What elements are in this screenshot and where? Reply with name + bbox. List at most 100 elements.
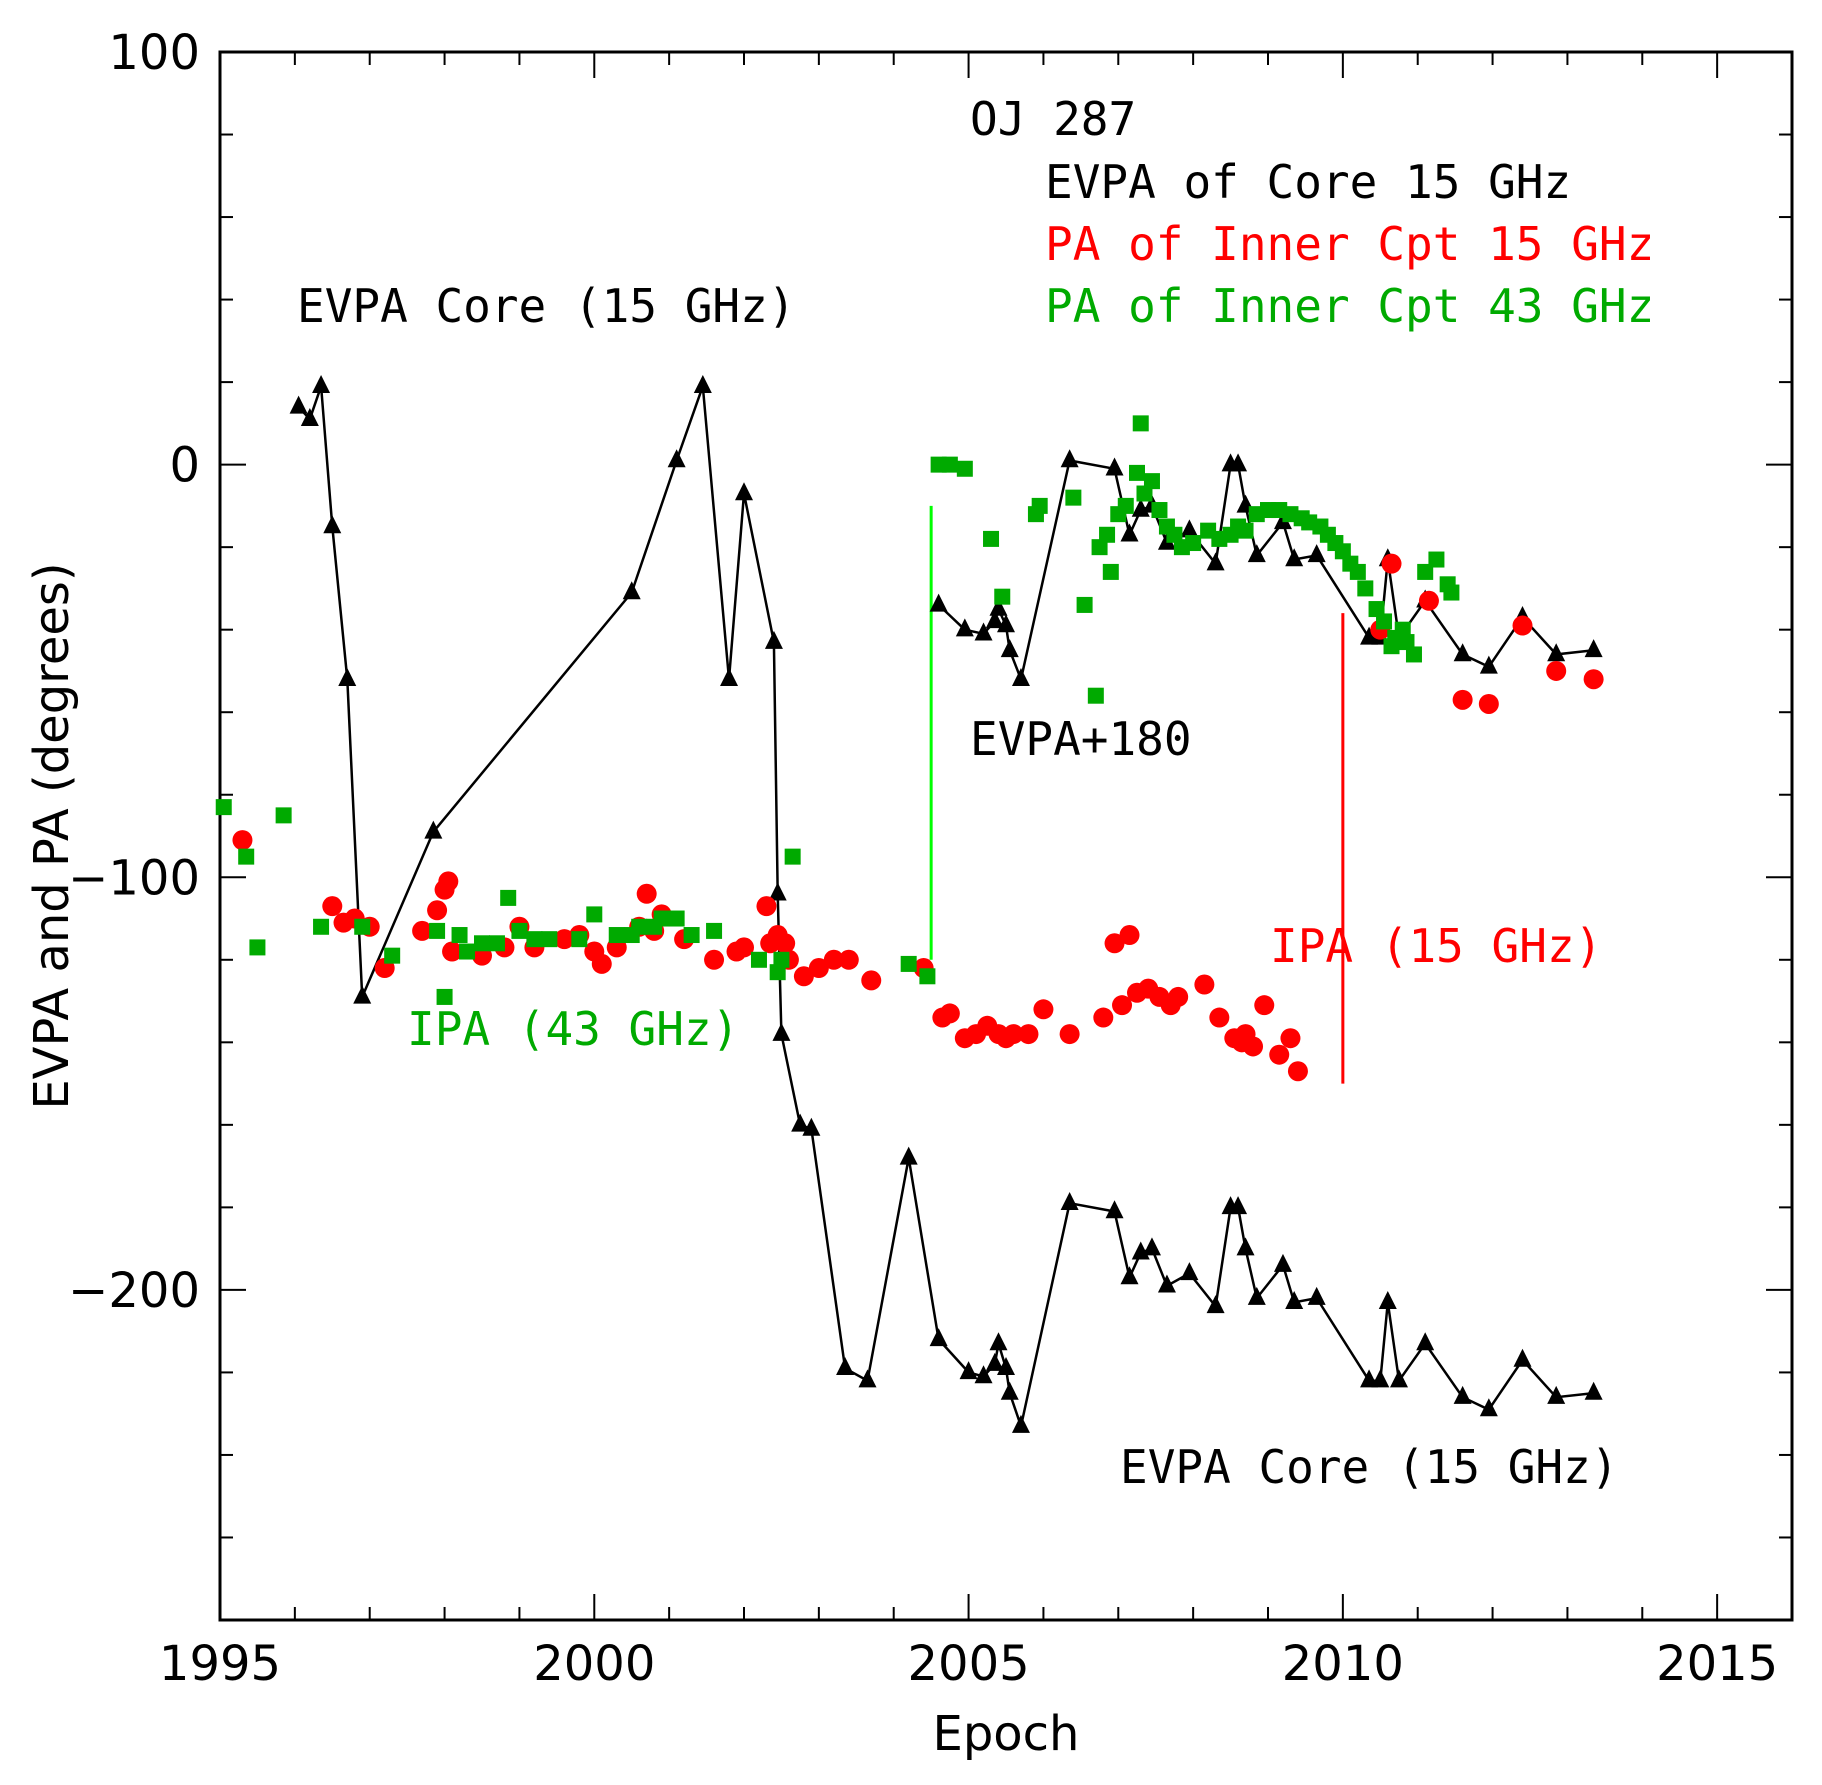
data-point-square bbox=[1334, 543, 1351, 560]
data-point-circle bbox=[1243, 1036, 1264, 1057]
data-point-circle bbox=[1003, 1024, 1024, 1045]
data-point-square bbox=[313, 918, 330, 935]
data-point-circle bbox=[1269, 1044, 1290, 1065]
data-point-triangle bbox=[667, 449, 686, 468]
data-point-triangle bbox=[1513, 1348, 1532, 1367]
x-tick-label: 2010 bbox=[1282, 1636, 1404, 1692]
data-point-square bbox=[354, 918, 371, 935]
data-point-triangle bbox=[1157, 1274, 1176, 1293]
data-point-triangle bbox=[989, 1332, 1008, 1351]
data-point-square bbox=[1087, 687, 1104, 704]
data-point-triangle bbox=[974, 1365, 993, 1384]
data-point-square bbox=[1117, 497, 1134, 514]
data-point-triangle bbox=[338, 667, 357, 686]
data-point-square bbox=[1443, 584, 1460, 601]
data-point-square bbox=[1185, 535, 1202, 552]
data-point-circle bbox=[1209, 1007, 1230, 1028]
x-tick-label: 2000 bbox=[533, 1636, 655, 1692]
data-point-square bbox=[511, 922, 528, 939]
data-point-triangle bbox=[622, 581, 641, 600]
data-point-circle bbox=[704, 949, 725, 970]
data-point-square bbox=[451, 927, 468, 944]
data-point-square bbox=[683, 927, 700, 944]
data-point-triangle bbox=[1479, 655, 1498, 674]
data-point-square bbox=[571, 931, 588, 948]
data-point-triangle bbox=[1142, 1237, 1161, 1256]
data-point-triangle bbox=[1453, 1385, 1472, 1404]
data-point-circle bbox=[1104, 933, 1125, 954]
y-tick-label: 0 bbox=[169, 438, 200, 494]
data-point-circle bbox=[636, 883, 657, 904]
data-point-circle bbox=[734, 937, 754, 958]
data-point-triangle bbox=[1236, 1237, 1255, 1256]
data-point-square bbox=[1349, 563, 1366, 580]
data-point-square bbox=[436, 988, 453, 1005]
data-point-square bbox=[275, 807, 292, 824]
data-point-triangle bbox=[1011, 1414, 1030, 1433]
data-point-triangle bbox=[1229, 1196, 1248, 1215]
data-point-triangle bbox=[1247, 544, 1266, 563]
annotation-evpa-plus-180: EVPA+180 bbox=[970, 712, 1192, 766]
data-point-square bbox=[1376, 613, 1393, 630]
data-point-square bbox=[653, 910, 670, 927]
data-point-circle bbox=[1287, 1061, 1308, 1082]
data-point-square bbox=[956, 460, 973, 477]
data-point-triangle bbox=[929, 593, 948, 612]
data-point-square bbox=[459, 943, 476, 960]
x-axis-label: Epoch bbox=[933, 1706, 1080, 1762]
data-point-square bbox=[586, 906, 603, 923]
data-point-triangle bbox=[955, 618, 974, 637]
y-tick-label: −100 bbox=[68, 850, 200, 906]
data-point-square bbox=[1237, 522, 1254, 539]
data-point-square bbox=[900, 955, 917, 972]
data-point-triangle bbox=[1105, 457, 1124, 476]
data-point-circle bbox=[1546, 660, 1567, 681]
data-point-triangle bbox=[802, 1117, 821, 1136]
data-point-triangle bbox=[1000, 1381, 1019, 1400]
data-point-square bbox=[215, 799, 232, 816]
data-point-square bbox=[1076, 596, 1093, 613]
data-point-circle bbox=[1478, 693, 1499, 714]
data-point-circle bbox=[838, 949, 859, 970]
data-point-circle bbox=[554, 929, 575, 950]
data-point-triangle bbox=[1285, 1291, 1304, 1310]
data-point-square bbox=[1405, 646, 1422, 663]
data-point-circle bbox=[1093, 1007, 1114, 1028]
data-point-square bbox=[384, 947, 401, 964]
data-point-triangle bbox=[959, 1361, 978, 1380]
data-point-circle bbox=[1112, 995, 1133, 1016]
data-point-triangle bbox=[1206, 552, 1225, 571]
data-point-triangle bbox=[1180, 519, 1199, 538]
data-point-circle bbox=[808, 958, 829, 979]
data-point-square bbox=[1136, 485, 1153, 502]
data-point-square bbox=[1151, 502, 1168, 519]
data-point-triangle bbox=[1273, 1253, 1292, 1272]
plot-frame bbox=[218, 50, 1794, 1622]
data-point-square bbox=[249, 939, 266, 956]
data-point-triangle bbox=[720, 667, 739, 686]
data-point-triangle bbox=[1180, 1262, 1199, 1281]
data-point-triangle bbox=[858, 1369, 877, 1388]
data-point-triangle bbox=[1547, 643, 1566, 662]
chart-title: OJ 287 bbox=[970, 92, 1136, 146]
data-point-triangle bbox=[1453, 643, 1472, 662]
data-point-triangle bbox=[772, 1022, 791, 1041]
data-point-triangle bbox=[1416, 1332, 1435, 1351]
data-point-triangle bbox=[1229, 453, 1248, 472]
legend-entry-pa-15ghz: PA of Inner Cpt 15 GHz bbox=[1045, 217, 1654, 271]
x-tick-label: 2005 bbox=[907, 1636, 1029, 1692]
data-point-triangle bbox=[1120, 523, 1139, 542]
data-point-triangle bbox=[1011, 667, 1030, 686]
data-point-square bbox=[994, 588, 1011, 605]
data-point-triangle bbox=[424, 820, 443, 839]
data-point-square bbox=[1417, 563, 1434, 580]
data-point-square bbox=[429, 922, 446, 939]
annotation-evpa-core-lower: EVPA Core (15 GHz) bbox=[1120, 1440, 1619, 1494]
y-axis-label: EVPA and PA (degrees) bbox=[24, 562, 80, 1109]
data-point-square bbox=[488, 935, 505, 952]
data-point-triangle bbox=[1060, 1191, 1079, 1210]
data-point-square bbox=[1091, 539, 1108, 556]
axis-tick-labels: 1995 2000 2005 2010 2015 100 0 −100 −200 bbox=[68, 25, 1778, 1692]
data-point-triangle bbox=[1206, 1295, 1225, 1314]
